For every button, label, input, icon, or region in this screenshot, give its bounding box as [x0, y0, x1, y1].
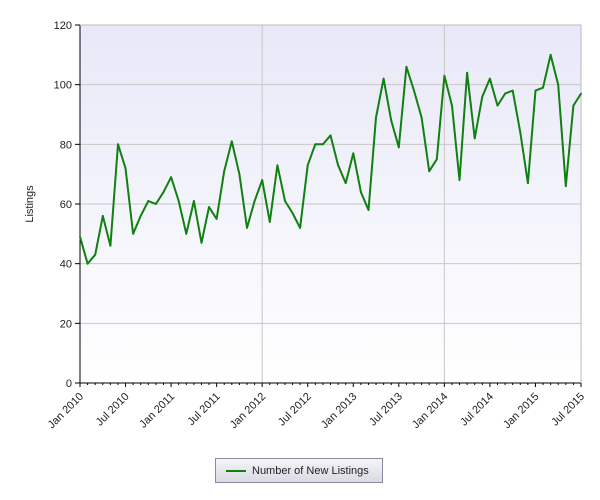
data-point: [367, 209, 370, 211]
data-point: [458, 179, 461, 182]
data-point: [192, 200, 195, 202]
legend: Number of New Listings: [215, 458, 383, 483]
data-point: [519, 131, 522, 134]
data-point: [382, 77, 385, 80]
y-axis-title: Listings: [24, 185, 36, 223]
data-point: [177, 200, 180, 202]
x-tick-label: Jul 2012: [276, 391, 314, 429]
data-point: [117, 143, 119, 146]
data-point: [94, 253, 97, 256]
data-point: [435, 158, 438, 161]
x-tick-label: Jul 2011: [185, 391, 222, 428]
data-point: [329, 134, 332, 137]
data-point: [496, 104, 499, 107]
data-point: [132, 232, 135, 235]
data-point: [253, 200, 256, 202]
x-tick-label: Jan 2010: [46, 391, 86, 431]
data-point: [276, 164, 279, 167]
y-tick-label: 80: [60, 139, 72, 151]
data-point: [223, 170, 226, 173]
y-tick-label: 0: [66, 378, 72, 390]
data-point: [549, 53, 552, 56]
data-point: [208, 206, 210, 208]
data-point: [489, 77, 491, 80]
data-point: [481, 95, 484, 98]
legend-label: Number of New Listings: [252, 464, 369, 477]
data-point: [101, 215, 104, 217]
data-point: [200, 241, 203, 244]
data-point: [413, 89, 415, 92]
data-point: [147, 200, 150, 202]
data-point: [526, 182, 529, 185]
data-point: [428, 170, 431, 173]
y-tick-label: 20: [60, 318, 72, 330]
data-point: [185, 232, 188, 235]
data-point: [564, 185, 567, 188]
data-point: [155, 203, 157, 205]
data-point: [291, 212, 294, 214]
data-point: [504, 92, 506, 95]
data-point: [230, 140, 233, 143]
x-tick-label: Jul 2013: [367, 391, 405, 429]
x-tick-label: Jan 2014: [410, 391, 450, 431]
y-tick-label: 120: [54, 20, 72, 32]
data-point: [306, 164, 309, 167]
x-tick-label: Jul 2014: [458, 391, 496, 429]
data-point: [580, 92, 582, 95]
data-point: [139, 215, 142, 217]
legend-swatch: [226, 469, 246, 472]
data-point: [314, 143, 317, 146]
data-point: [322, 143, 324, 146]
data-point: [557, 83, 560, 86]
y-tick-label: 100: [54, 80, 72, 92]
data-point: [299, 226, 302, 229]
data-point: [268, 221, 271, 223]
data-point: [215, 218, 218, 220]
data-point: [124, 167, 127, 170]
data-point: [246, 226, 248, 229]
data-point: [79, 235, 81, 238]
data-point: [534, 89, 537, 92]
data-point: [420, 116, 423, 119]
y-axis-ticks: 0 20 40 60 80 100 120: [54, 20, 80, 390]
data-point: [284, 200, 286, 202]
data-point: [170, 176, 172, 179]
data-point: [397, 146, 400, 149]
data-point: [390, 119, 393, 122]
data-point: [359, 191, 362, 193]
data-point: [511, 89, 514, 92]
data-point: [572, 104, 575, 107]
series-layer: [79, 53, 582, 265]
data-point: [405, 65, 408, 68]
x-tick-label: Jan 2013: [319, 391, 359, 431]
x-tick-label: Jan 2011: [137, 391, 177, 431]
data-point: [375, 116, 377, 119]
y-tick-label: 40: [60, 259, 72, 271]
data-point: [542, 86, 544, 89]
data-point: [238, 173, 241, 176]
data-point: [344, 182, 347, 185]
data-point: [443, 74, 446, 77]
data-point: [466, 71, 469, 74]
x-tick-label: Jan 2015: [501, 391, 541, 431]
data-point: [109, 244, 112, 247]
x-tick-label: Jan 2012: [228, 391, 268, 431]
x-axis-ticks: Jan 2010 Jul 2010 Jan 2011 Jul 2011 Jan 2012…: [46, 383, 587, 431]
y-tick-label: 60: [60, 199, 72, 211]
x-tick-label: Jul 2015: [549, 391, 587, 429]
x-tick-label: Jul 2010: [94, 391, 132, 429]
data-point: [86, 262, 89, 265]
data-point: [352, 152, 355, 155]
data-point: [473, 137, 476, 140]
data-point: [162, 191, 165, 193]
data-point: [337, 164, 339, 167]
data-point: [261, 179, 264, 182]
data-point: [451, 104, 453, 107]
